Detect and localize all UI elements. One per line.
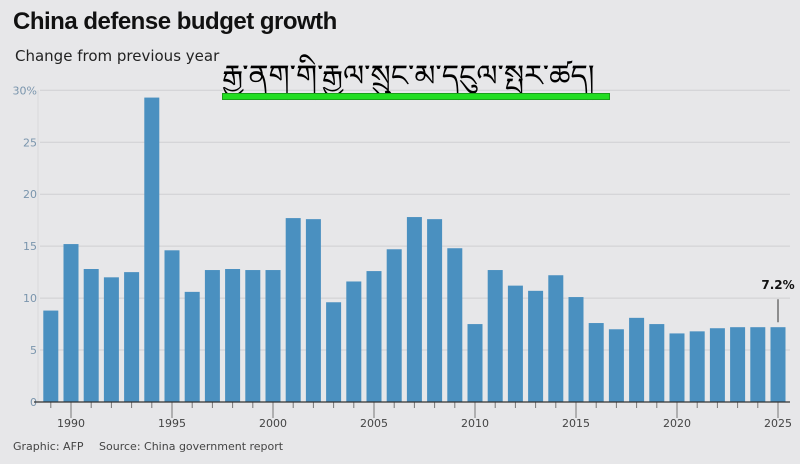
bar-2019 (649, 324, 665, 402)
bar-2005 (366, 271, 382, 402)
bar-2008 (427, 219, 443, 402)
bar-1993 (124, 272, 140, 402)
tibetan-overlay-text: རྒྱ་ནག་གི་རྒྱལ་སྲུང་མ་དངུལ་སྤར་ཚད། (222, 59, 595, 94)
bar-1995 (164, 250, 180, 402)
y-tick-label: 30% (13, 84, 37, 97)
y-tick-label: 10 (23, 292, 37, 305)
y-tick-label: 15 (23, 240, 37, 253)
bar-2013 (528, 290, 544, 402)
y-tick-label: 25 (23, 136, 37, 149)
bar-1991 (83, 269, 99, 402)
bar-2016 (588, 323, 604, 402)
x-tick-label: 2010 (461, 417, 489, 430)
x-tick-label: 2000 (259, 417, 287, 430)
bar-2009 (447, 248, 463, 402)
x-tick-label: 1990 (57, 417, 85, 430)
footer: Graphic: AFP Source: China government re… (13, 440, 295, 453)
source-note: Source: China government report (99, 440, 284, 453)
bar-2017 (608, 329, 624, 402)
graphic-credit: Graphic: AFP (13, 440, 84, 453)
x-tick-label: 1995 (158, 417, 186, 430)
bar-2004 (346, 281, 362, 402)
green-underline (222, 93, 610, 100)
bar-2020 (669, 333, 685, 402)
bar-1998 (225, 269, 241, 402)
y-tick-label: 0 (30, 396, 37, 409)
bar-1992 (103, 277, 119, 402)
bar-1989 (43, 310, 59, 402)
bar-1999 (245, 270, 261, 402)
bar-2024 (750, 327, 766, 402)
bar-1997 (204, 270, 220, 402)
bar-2007 (406, 217, 422, 402)
bar-2023 (730, 327, 746, 402)
chart-title: China defense budget growth (13, 8, 337, 35)
bar-2015 (568, 297, 584, 402)
y-tick-label: 5 (30, 344, 37, 357)
bar-2001 (285, 218, 301, 402)
bar-2014 (548, 275, 564, 402)
x-tick-label: 2025 (764, 417, 792, 430)
annotation-label: 7.2% (761, 278, 794, 292)
bar-1994 (144, 97, 160, 402)
bar-2010 (467, 324, 483, 402)
bar-1996 (184, 291, 200, 402)
bar-2021 (689, 331, 705, 402)
bar-2018 (629, 317, 645, 402)
y-tick-label: 20 (23, 188, 37, 201)
chart-subtitle: Change from previous year (15, 47, 220, 65)
bar-2011 (487, 270, 503, 402)
bar-2002 (305, 219, 321, 402)
bar-2000 (265, 270, 281, 402)
bar-2012 (507, 285, 523, 402)
bar-2025 (770, 327, 786, 402)
bar-1990 (63, 244, 79, 402)
bar-2003 (326, 302, 342, 402)
x-tick-label: 2015 (562, 417, 590, 430)
bar-2022 (709, 328, 725, 402)
x-tick-label: 2005 (360, 417, 388, 430)
x-tick-label: 2020 (663, 417, 691, 430)
bar-2006 (386, 249, 402, 402)
